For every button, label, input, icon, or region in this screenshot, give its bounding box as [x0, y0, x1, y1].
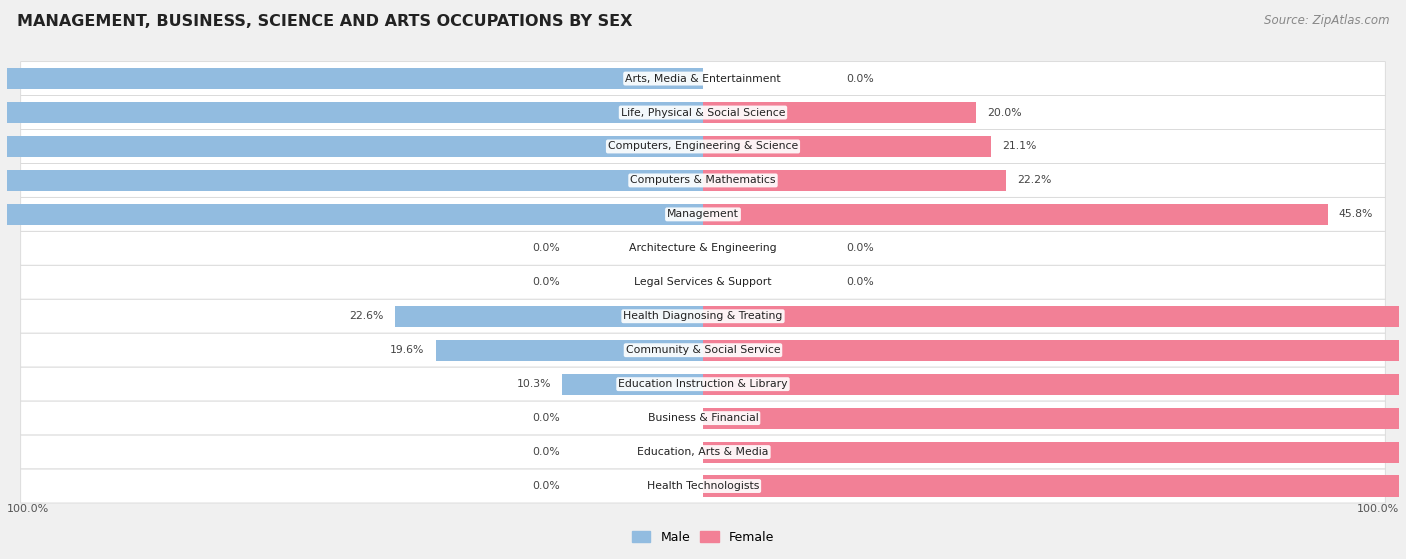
Text: Architecture & Engineering: Architecture & Engineering: [630, 243, 776, 253]
FancyBboxPatch shape: [21, 130, 1385, 163]
Bar: [703, 408, 1406, 429]
Bar: [703, 102, 976, 123]
Text: 20.0%: 20.0%: [987, 107, 1022, 117]
Bar: [703, 373, 1406, 395]
Bar: [703, 442, 1406, 463]
Text: Management: Management: [666, 210, 740, 219]
Text: 45.8%: 45.8%: [1339, 210, 1374, 219]
Text: 0.0%: 0.0%: [846, 74, 875, 84]
Text: MANAGEMENT, BUSINESS, SCIENCE AND ARTS OCCUPATIONS BY SEX: MANAGEMENT, BUSINESS, SCIENCE AND ARTS O…: [17, 14, 633, 29]
Text: Arts, Media & Entertainment: Arts, Media & Entertainment: [626, 74, 780, 84]
Text: 0.0%: 0.0%: [531, 447, 560, 457]
Text: Legal Services & Support: Legal Services & Support: [634, 277, 772, 287]
FancyBboxPatch shape: [21, 96, 1385, 130]
Bar: [0, 136, 703, 157]
FancyBboxPatch shape: [21, 299, 1385, 333]
Text: 0.0%: 0.0%: [531, 481, 560, 491]
Text: 22.6%: 22.6%: [349, 311, 384, 321]
Text: 100.0%: 100.0%: [1357, 504, 1399, 514]
Bar: [703, 340, 1406, 361]
Bar: [0, 102, 703, 123]
Text: Education, Arts & Media: Education, Arts & Media: [637, 447, 769, 457]
Text: 22.2%: 22.2%: [1017, 176, 1052, 186]
Bar: [0, 68, 703, 89]
FancyBboxPatch shape: [21, 401, 1385, 435]
FancyBboxPatch shape: [21, 333, 1385, 367]
Bar: [0, 204, 703, 225]
Text: Business & Financial: Business & Financial: [648, 413, 758, 423]
FancyBboxPatch shape: [21, 197, 1385, 231]
Bar: [395, 306, 703, 327]
Legend: Male, Female: Male, Female: [627, 526, 779, 549]
FancyBboxPatch shape: [21, 469, 1385, 503]
FancyBboxPatch shape: [21, 61, 1385, 96]
FancyBboxPatch shape: [21, 435, 1385, 469]
Text: 19.6%: 19.6%: [391, 345, 425, 355]
Text: 0.0%: 0.0%: [531, 277, 560, 287]
Text: Life, Physical & Social Science: Life, Physical & Social Science: [621, 107, 785, 117]
Text: Computers & Mathematics: Computers & Mathematics: [630, 176, 776, 186]
Text: 0.0%: 0.0%: [846, 277, 875, 287]
Bar: [703, 306, 1406, 327]
Text: Health Technologists: Health Technologists: [647, 481, 759, 491]
Text: 0.0%: 0.0%: [531, 413, 560, 423]
Text: Computers, Engineering & Science: Computers, Engineering & Science: [607, 141, 799, 151]
Text: 10.3%: 10.3%: [517, 379, 551, 389]
FancyBboxPatch shape: [21, 367, 1385, 401]
Bar: [562, 373, 703, 395]
Text: 100.0%: 100.0%: [7, 504, 49, 514]
Text: 0.0%: 0.0%: [531, 243, 560, 253]
Text: 0.0%: 0.0%: [846, 243, 875, 253]
Bar: [436, 340, 703, 361]
FancyBboxPatch shape: [21, 266, 1385, 299]
Bar: [0, 170, 703, 191]
Text: 21.1%: 21.1%: [1002, 141, 1036, 151]
Bar: [703, 476, 1406, 496]
Text: Health Diagnosing & Treating: Health Diagnosing & Treating: [623, 311, 783, 321]
Bar: [703, 136, 991, 157]
FancyBboxPatch shape: [21, 163, 1385, 197]
Bar: [703, 170, 1005, 191]
Bar: [703, 204, 1329, 225]
Text: Community & Social Service: Community & Social Service: [626, 345, 780, 355]
Text: Education Instruction & Library: Education Instruction & Library: [619, 379, 787, 389]
FancyBboxPatch shape: [21, 231, 1385, 266]
Text: Source: ZipAtlas.com: Source: ZipAtlas.com: [1264, 14, 1389, 27]
